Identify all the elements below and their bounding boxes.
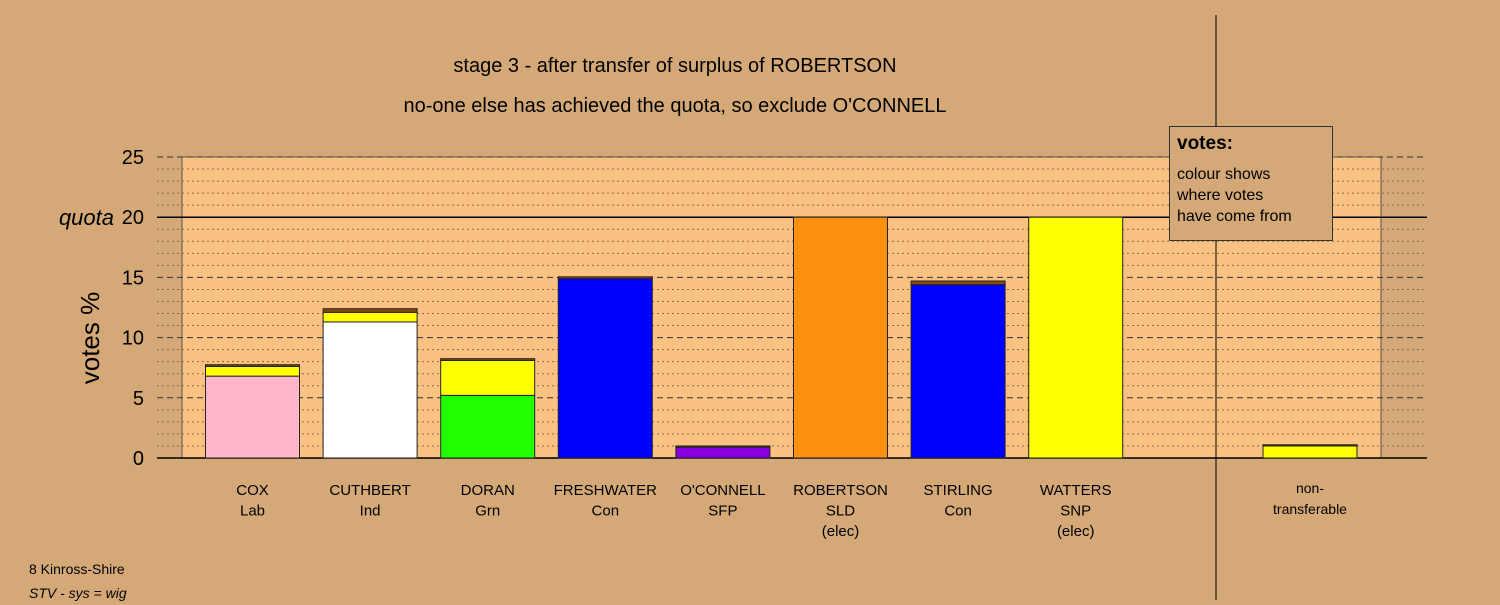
bar-segment [1028,216,1124,459]
quota-label: quota [59,205,114,230]
y-tick-label: 5 [133,388,144,410]
bars [205,216,1358,459]
bar-segment [440,359,536,396]
y-tick-label: 25 [122,147,144,169]
footer: 8 Kinross-Shire STV - sys = wig [29,557,127,605]
chart-title: stage 3 - after transfer of surplus of R… [453,55,896,77]
y-tick-label: 10 [122,328,144,350]
x-tick-label: Grn [475,503,500,520]
bar-segment [205,365,300,377]
bar-segment [910,284,1006,459]
bar-segment [675,445,771,448]
bar-segment [910,280,1006,286]
y-tick-label: 20 [122,207,144,229]
nontransferable-label: non- [1296,480,1324,496]
x-tick-label: STIRLING [924,482,993,499]
bar-segment [322,308,418,313]
bar-segment [557,276,653,280]
legend-line: colour shows [1177,166,1271,183]
bar-segment [1262,444,1358,447]
x-tick-label: ROBERTSON [793,482,888,499]
x-tick-label: (elec) [822,523,860,540]
x-tick-label: SLD [826,503,855,520]
y-axis: 0 5 10 15 20 25 quota [59,147,144,470]
x-tick-label: SNP [1060,503,1091,520]
nontransferable-label: transferable [1273,501,1347,517]
x-tick-label: FRESHWATER [554,482,657,499]
bar-segment [205,364,300,367]
bar-segment [557,278,653,459]
x-tick-label: (elec) [1057,523,1095,540]
x-tick-label: Con [592,503,620,520]
x-tick-label: Con [944,503,972,520]
legend-box: votes: colour shows where votes have com… [1169,126,1333,241]
x-tick-label: CUTHBERT [329,482,410,499]
x-tick-label: DORAN [461,482,515,499]
x-tick-label: COX [236,482,269,499]
area-name: 8 Kinross-Shire [29,561,125,577]
bar-segment [675,446,771,459]
y-tick-label: 15 [122,267,144,289]
x-tick-label: O'CONNELL [680,482,765,499]
legend-line: where votes [1177,187,1264,204]
x-tick-label: WATTERS [1040,482,1112,499]
bar-segment [322,321,418,459]
chart-subtitle: no-one else has achieved the quota, so e… [403,95,946,117]
system-label: STV - sys = wig [29,585,127,601]
x-tick-label: Ind [360,503,381,520]
bar-segment [205,375,300,459]
y-axis-label: votes % [75,292,105,385]
bar-segment [1262,445,1358,459]
x-axis-labels: COX Lab CUTHBERT Ind DORAN Grn FRESHWATER Con O'… [236,480,1347,540]
bar-segment [322,311,418,323]
y-tick-label: 0 [133,448,144,470]
x-tick-label: SFP [708,503,737,520]
bar-segment [440,358,536,361]
x-tick-label: Lab [240,503,265,520]
legend-line: have come from [1177,208,1292,225]
legend-title: votes: [1177,133,1233,154]
bar-segment [793,216,888,459]
bar-segment [440,394,536,459]
